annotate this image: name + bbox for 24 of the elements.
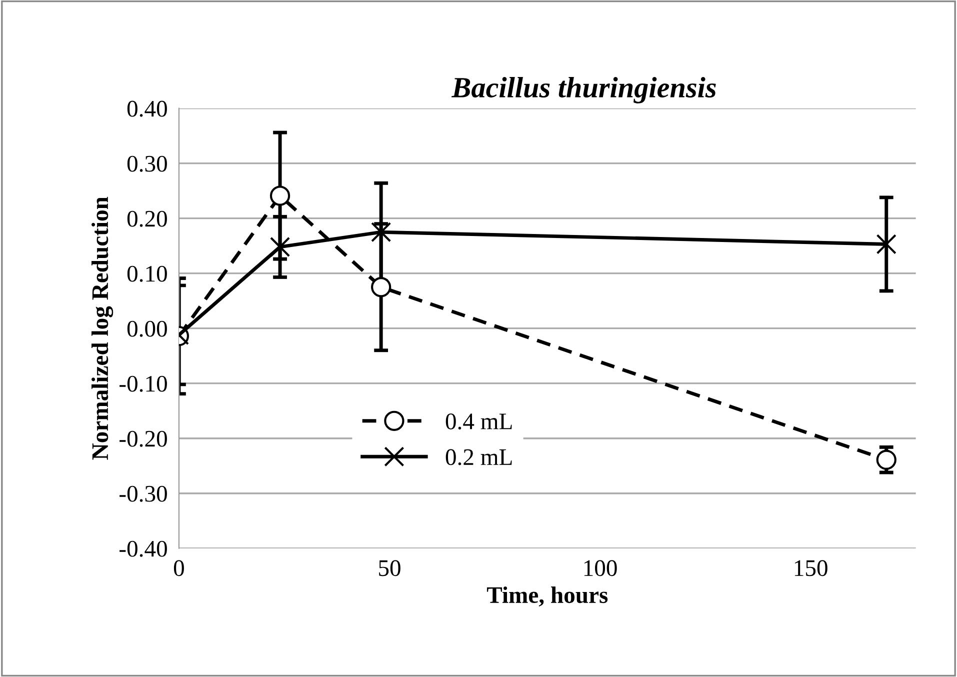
y-tick-label: 0.00 <box>127 320 167 337</box>
point <box>270 236 290 258</box>
legend-label: 0.2 mL <box>446 449 512 466</box>
point <box>270 186 290 206</box>
y-tick-label: 0.10 <box>127 266 167 282</box>
y-tick-label: 0.30 <box>127 156 167 172</box>
x-axis-title: Time, hours <box>486 586 608 606</box>
x-tick-label: 50 <box>379 560 400 576</box>
x-tick-label: 0 <box>174 560 184 576</box>
y-tick-label: -0.10 <box>120 376 167 392</box>
point <box>371 222 392 242</box>
y-tick-label: 0.40 <box>127 100 167 117</box>
y-tick-label: -0.40 <box>120 540 167 557</box>
point <box>876 450 896 470</box>
x-tick-label: 100 <box>584 560 617 576</box>
chart-title: Bacillus thuringiensis <box>451 76 716 104</box>
x-tick-label: 150 <box>794 560 828 576</box>
y-tick-label: -0.20 <box>120 430 167 447</box>
y-tick-label: 0.20 <box>127 210 167 227</box>
point <box>876 234 896 254</box>
point <box>371 277 392 298</box>
y-axis-title: Normalized log Reduction <box>92 196 114 460</box>
y-tick-label: -0.30 <box>120 486 167 502</box>
legend-label: 0.4 mL <box>446 413 512 430</box>
